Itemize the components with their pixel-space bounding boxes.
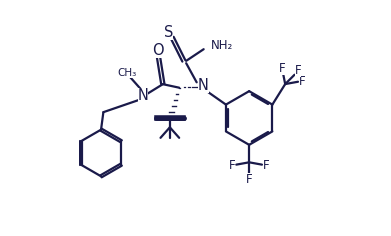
- Text: F: F: [299, 75, 305, 88]
- Text: CH₃: CH₃: [117, 67, 136, 77]
- Text: F: F: [263, 159, 269, 172]
- Text: F: F: [295, 64, 301, 77]
- Text: F: F: [229, 159, 235, 172]
- Text: O: O: [152, 43, 164, 58]
- Text: F: F: [246, 173, 253, 186]
- Text: N: N: [198, 78, 209, 93]
- Text: F: F: [278, 62, 285, 75]
- Text: NH₂: NH₂: [211, 39, 233, 52]
- Text: S: S: [164, 25, 173, 40]
- Text: N: N: [138, 88, 149, 103]
